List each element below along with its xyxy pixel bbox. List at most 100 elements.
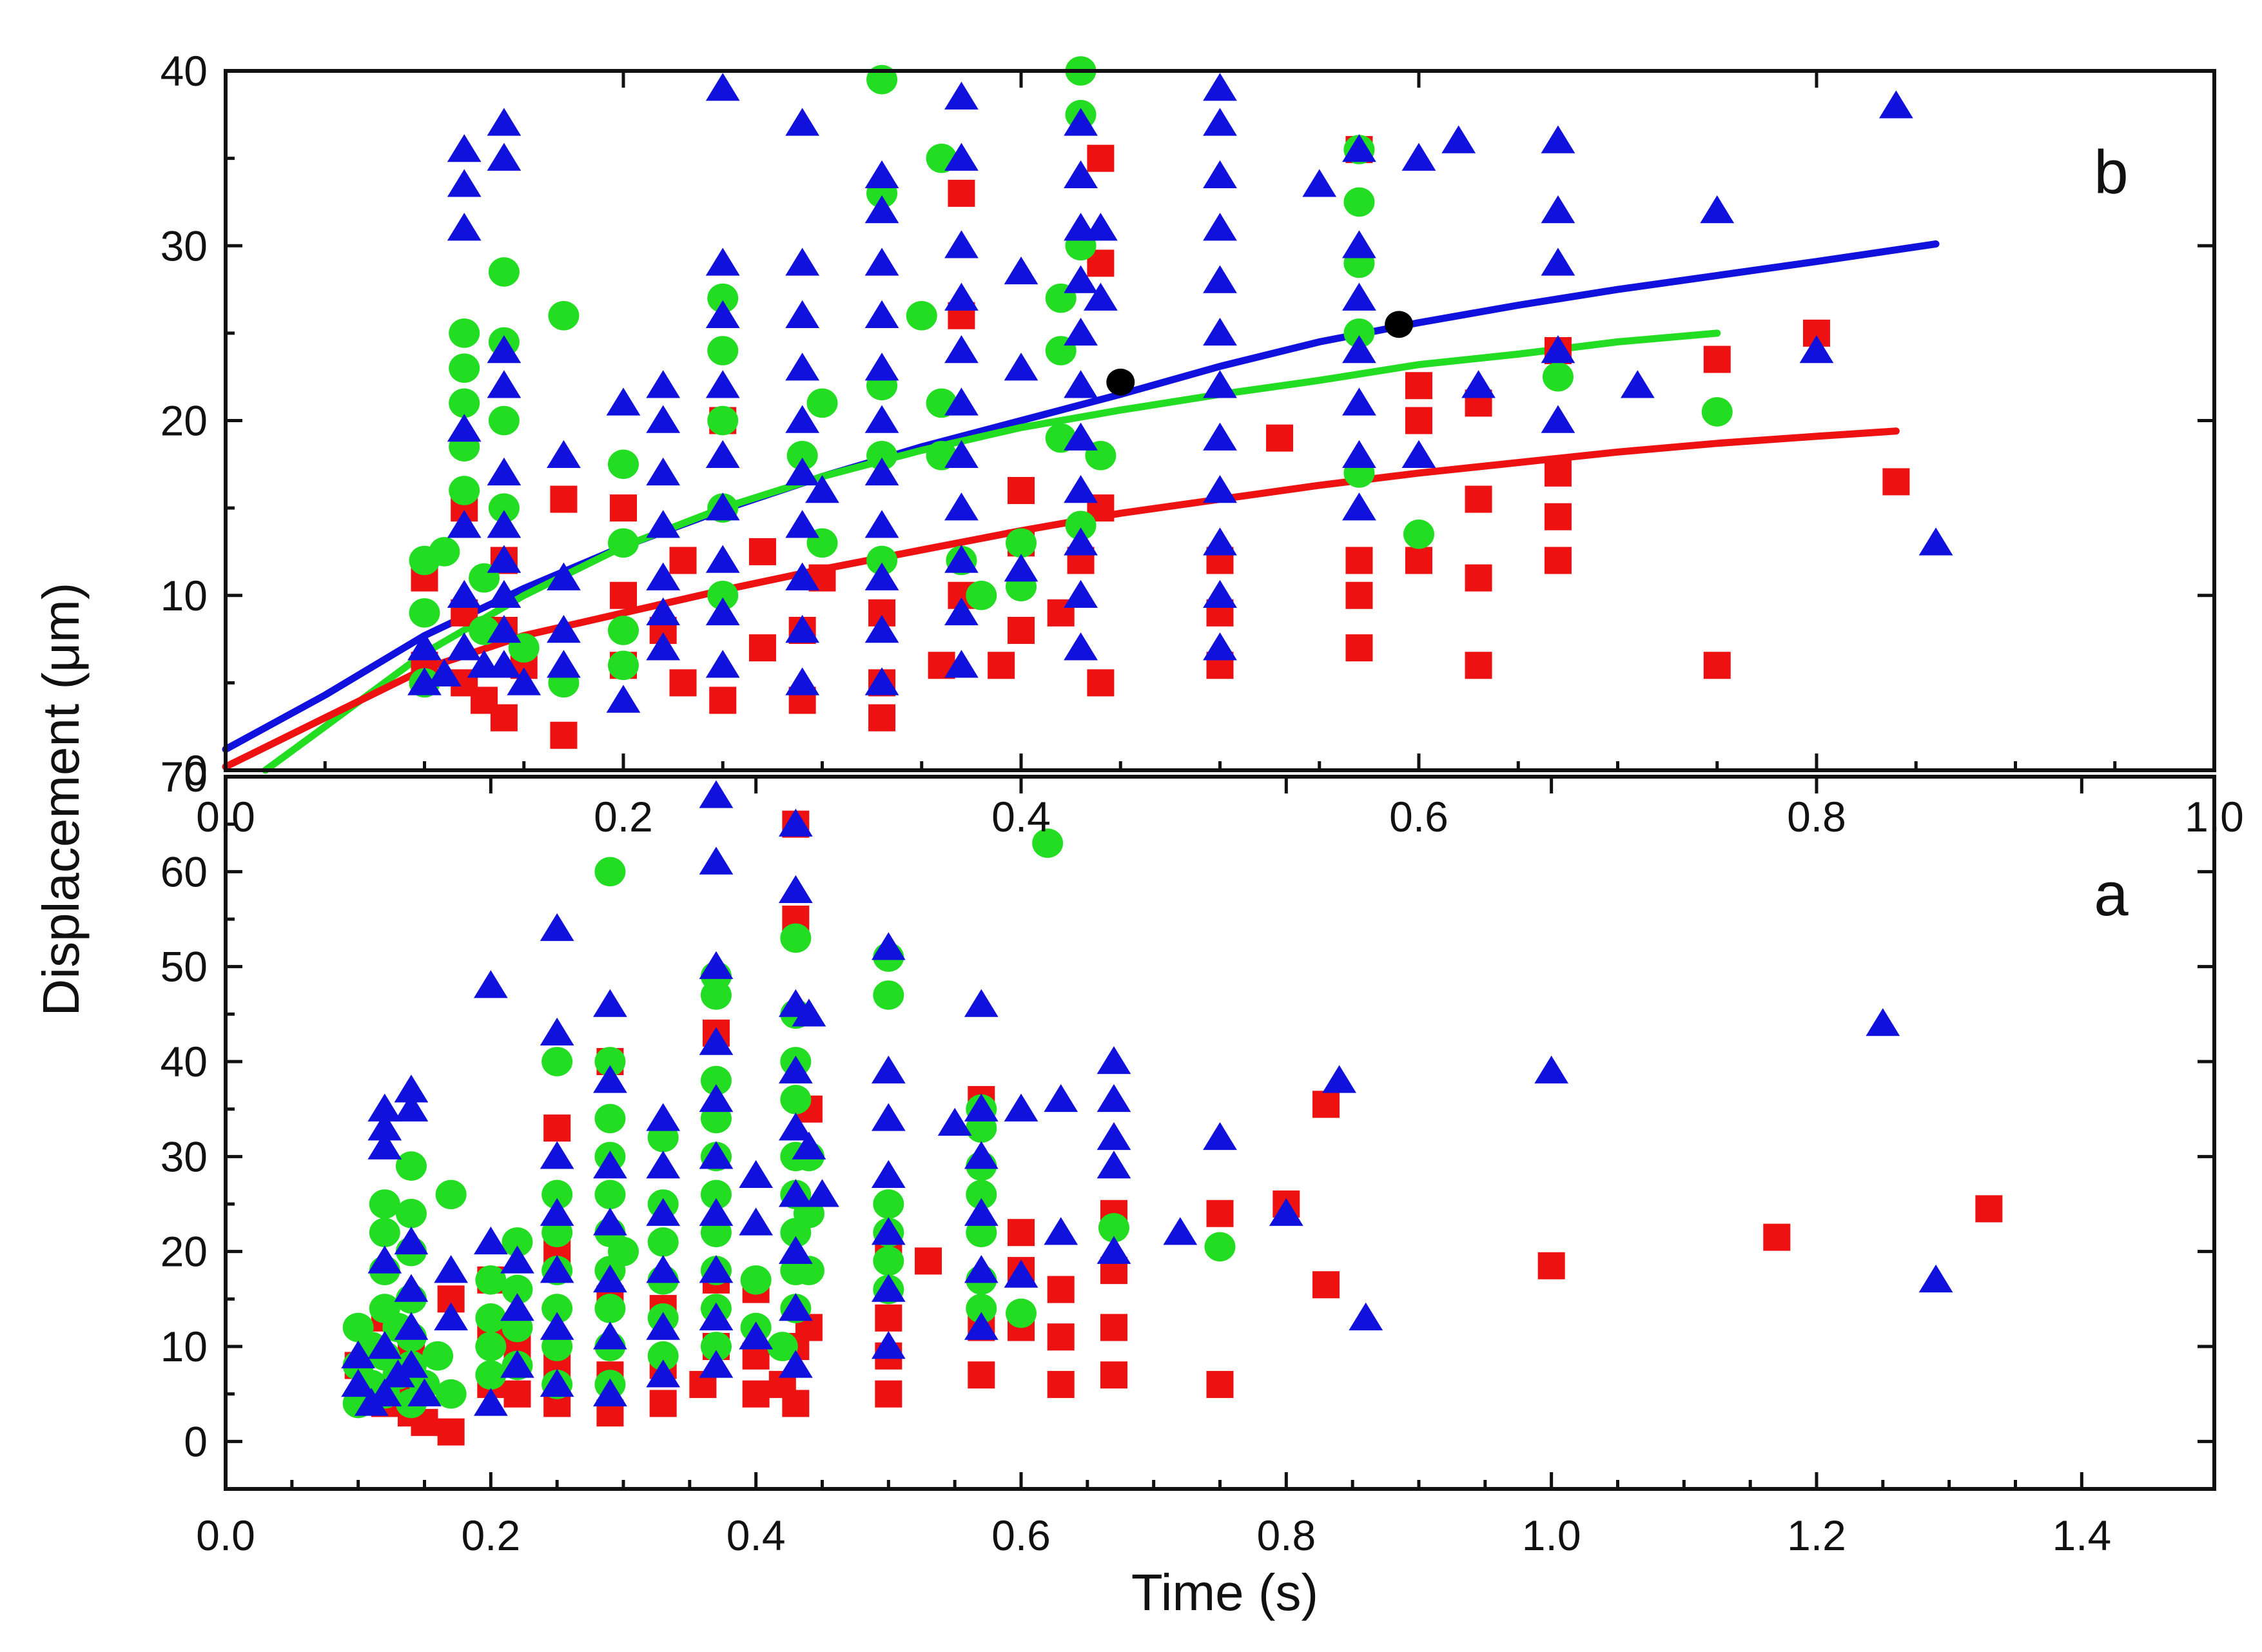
data-point: [705, 650, 740, 678]
data-point: [864, 562, 899, 590]
data-point: [1203, 317, 1237, 346]
data-point: [475, 1265, 507, 1295]
data-point: [1401, 142, 1436, 171]
data-point: [1541, 405, 1575, 433]
data-point: [805, 1179, 839, 1207]
data-point: [1541, 195, 1575, 224]
data-point: [487, 457, 522, 486]
data-point: [778, 1113, 813, 1141]
data-point: [1047, 1276, 1075, 1303]
data-point: [748, 538, 776, 565]
data-point: [487, 335, 522, 364]
data-point: [407, 1378, 442, 1406]
data-point: [593, 1378, 627, 1406]
data-point: [699, 1255, 734, 1283]
data-point: [1342, 387, 1376, 416]
data-point: [447, 213, 482, 241]
data-point: [646, 510, 681, 538]
data-point: [780, 1085, 812, 1114]
data-point: [1799, 335, 1834, 364]
data-point: [1342, 492, 1376, 521]
data-point: [785, 510, 820, 538]
data-point: [944, 545, 979, 573]
data-point: [429, 537, 460, 567]
data-point: [871, 1055, 906, 1084]
y-tick-label: 30: [161, 1132, 208, 1180]
data-point: [864, 457, 899, 486]
data-point: [1465, 485, 1492, 513]
data-point: [1342, 440, 1376, 468]
data-point: [394, 1312, 429, 1340]
data-point: [540, 1312, 574, 1340]
data-point: [778, 1055, 813, 1084]
data-point: [669, 669, 697, 697]
data-point: [1100, 1361, 1127, 1389]
data-point: [543, 1114, 571, 1142]
x-tick-label: 0.8: [1787, 793, 1846, 841]
data-point: [449, 318, 480, 348]
data-point: [785, 457, 820, 486]
data-point: [547, 562, 581, 590]
data-point: [369, 1189, 400, 1219]
data-point: [593, 1065, 627, 1093]
data-point: [540, 913, 574, 941]
y-tick-label: 20: [161, 397, 208, 445]
data-point: [1342, 335, 1376, 364]
data-point: [646, 1255, 681, 1283]
y-tick-label: 20: [161, 1228, 208, 1276]
data-point: [785, 300, 820, 328]
data-point: [394, 1093, 429, 1122]
data-point: [1345, 581, 1373, 609]
data-point: [608, 650, 639, 681]
data-point: [1006, 1298, 1037, 1328]
data-point: [594, 1103, 626, 1134]
data-point: [1008, 617, 1035, 644]
data-point: [1343, 318, 1375, 348]
x-tick-label: 1.2: [1787, 1511, 1846, 1559]
data-point: [699, 1350, 734, 1378]
data-point: [367, 1113, 402, 1141]
data-point: [707, 405, 739, 436]
data-point: [944, 335, 979, 364]
data-point: [540, 1141, 574, 1169]
data-point: [540, 1198, 574, 1226]
data-point: [785, 108, 820, 136]
y-tick-label: 70: [161, 753, 208, 801]
data-point: [948, 179, 975, 207]
data-point: [1541, 335, 1575, 364]
x-tick-label: 1.0: [1522, 1511, 1581, 1559]
data-point: [875, 1380, 902, 1408]
data-point: [964, 1312, 999, 1340]
data-point: [1203, 1122, 1237, 1151]
data-point: [646, 1198, 681, 1226]
data-point: [705, 300, 740, 328]
data-point: [1004, 1259, 1038, 1288]
data-point: [707, 336, 739, 365]
data-point: [647, 1227, 679, 1257]
data-point: [709, 686, 737, 714]
data-point: [646, 1151, 681, 1179]
data-point: [610, 581, 637, 609]
data-point: [778, 1236, 813, 1264]
data-point: [705, 492, 740, 521]
data-point: [1098, 1213, 1129, 1243]
data-point: [778, 1293, 813, 1321]
data-point: [1203, 422, 1237, 451]
data-point: [490, 704, 518, 732]
data-point: [1006, 528, 1037, 558]
data-point: [707, 580, 739, 610]
y-tick-label: 50: [161, 943, 208, 991]
data-point: [1918, 1264, 1953, 1293]
data-point: [434, 1302, 469, 1330]
data-point: [699, 1198, 734, 1226]
data-point: [742, 1380, 770, 1408]
data-point: [435, 1180, 467, 1210]
data-point: [447, 414, 482, 442]
data-point: [1465, 564, 1492, 592]
x-tick-label: 0.4: [726, 1511, 786, 1559]
data-point: [1544, 547, 1572, 574]
data-point: [341, 1368, 376, 1397]
x-tick-label: 0.0: [196, 793, 255, 841]
x-tick-label: 0.6: [1389, 793, 1448, 841]
data-point: [785, 562, 820, 590]
